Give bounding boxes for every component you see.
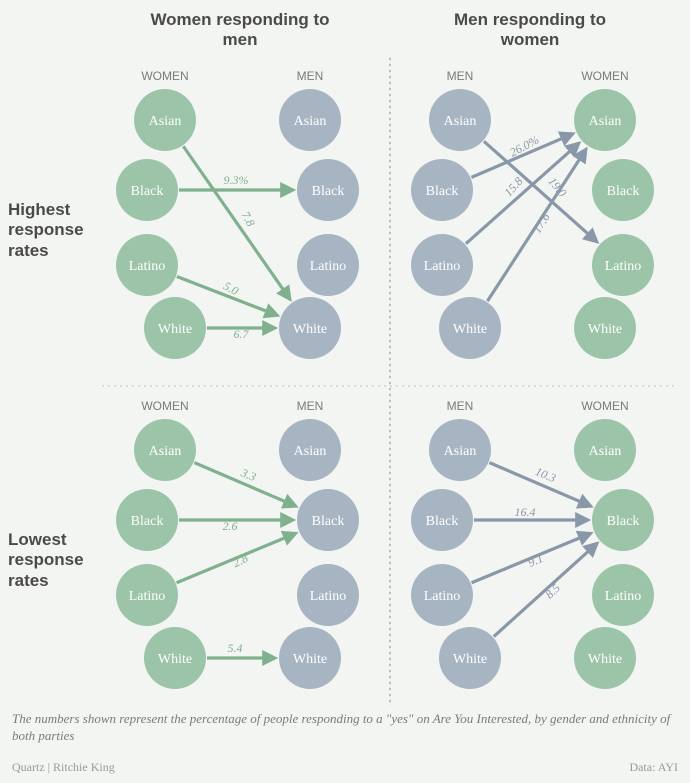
- edge-label: 6.7: [234, 327, 250, 341]
- node-label: Black: [607, 514, 640, 529]
- credit-left: Quartz | Ritchie King: [12, 760, 115, 775]
- group-label-right: MEN: [297, 70, 324, 83]
- node-label: Latino: [129, 259, 166, 274]
- infographic-container: { "type": "network", "dimensions": { "wi…: [0, 0, 690, 783]
- group-label-left: MEN: [447, 70, 474, 83]
- panel-men-to-women-high: MENWOMEN19.026.0%15.817.6AsianBlackLatin…: [400, 70, 670, 380]
- row-title-top: Highest response rates: [8, 200, 98, 261]
- node-label: Black: [426, 184, 459, 199]
- vertical-divider: [388, 56, 392, 706]
- node-label: Black: [312, 184, 345, 199]
- node-label: Black: [426, 514, 459, 529]
- col-title-right: Men responding to women: [430, 10, 630, 51]
- node-label: Asian: [294, 114, 327, 129]
- node-label: Latino: [605, 259, 642, 274]
- group-label-left: MEN: [447, 400, 474, 413]
- group-label-right: MEN: [297, 400, 324, 413]
- node-label: White: [588, 652, 622, 667]
- node-label: Latino: [310, 259, 347, 274]
- edge-label: 5.4: [228, 641, 243, 655]
- edge: [183, 146, 290, 299]
- group-label-left: WOMEN: [141, 70, 188, 83]
- edge-label: 7.8: [238, 209, 257, 229]
- row-title-bottom: Lowest response rates: [8, 530, 98, 591]
- node-label: Asian: [589, 444, 622, 459]
- col-title-right-text: Men responding to women: [454, 10, 606, 49]
- col-title-left: Women responding to men: [140, 10, 340, 51]
- node-label: Black: [607, 184, 640, 199]
- group-label-left: WOMEN: [141, 400, 188, 413]
- node-label: White: [588, 322, 622, 337]
- edge-label: 9.3%: [224, 173, 249, 187]
- node-label: Latino: [129, 589, 166, 604]
- panel-men-to-women-low: MENWOMEN10.316.49.18.5AsianBlackLatinoWh…: [400, 400, 670, 710]
- node-label: Latino: [605, 589, 642, 604]
- node-label: Asian: [149, 444, 182, 459]
- edge-label: 2.6: [223, 519, 238, 533]
- horizontal-divider: [100, 384, 676, 388]
- node-label: Black: [131, 514, 164, 529]
- edge-label: 16.4: [515, 505, 536, 519]
- footnote-text: The numbers shown represent the percenta…: [12, 711, 670, 744]
- credit-right: Data: AYI: [629, 760, 678, 775]
- credits: Quartz | Ritchie King Data: AYI: [12, 760, 678, 775]
- node-label: White: [453, 322, 487, 337]
- panel-women-to-men-low: WOMENMEN3.32.62.85.4AsianBlackLatinoWhit…: [105, 400, 375, 710]
- node-label: White: [453, 652, 487, 667]
- node-label: White: [293, 652, 327, 667]
- node-label: Asian: [294, 444, 327, 459]
- group-label-right: WOMEN: [581, 70, 628, 83]
- node-label: Latino: [424, 589, 461, 604]
- edge-label: 8.5: [542, 581, 563, 601]
- node-label: Latino: [310, 589, 347, 604]
- node-label: Asian: [149, 114, 182, 129]
- row-title-bottom-text: Lowest response rates: [8, 530, 84, 590]
- node-label: Asian: [444, 114, 477, 129]
- node-label: White: [158, 652, 192, 667]
- node-label: White: [158, 322, 192, 337]
- row-title-top-text: Highest response rates: [8, 200, 84, 260]
- group-label-right: WOMEN: [581, 400, 628, 413]
- footnote: The numbers shown represent the percenta…: [12, 710, 678, 745]
- node-label: Asian: [589, 114, 622, 129]
- node-label: Asian: [444, 444, 477, 459]
- node-label: Latino: [424, 259, 461, 274]
- panel-women-to-men-high: WOMENMEN7.89.3%5.06.7AsianBlackLatinoWhi…: [105, 70, 375, 380]
- col-title-left-text: Women responding to men: [150, 10, 329, 49]
- node-label: White: [293, 322, 327, 337]
- node-label: Black: [131, 184, 164, 199]
- node-label: Black: [312, 514, 345, 529]
